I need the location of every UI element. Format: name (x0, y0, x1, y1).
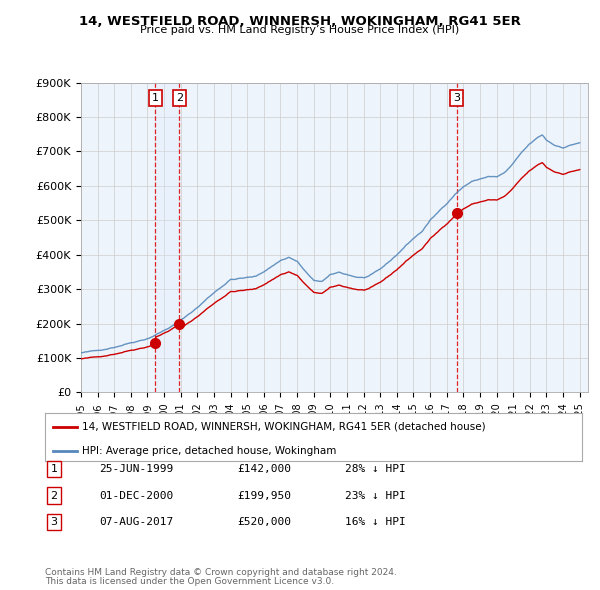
Text: £142,000: £142,000 (237, 464, 291, 474)
Text: 3: 3 (453, 93, 460, 103)
Text: £199,950: £199,950 (237, 491, 291, 500)
Text: 2: 2 (50, 491, 58, 500)
Text: 25-JUN-1999: 25-JUN-1999 (99, 464, 173, 474)
Text: This data is licensed under the Open Government Licence v3.0.: This data is licensed under the Open Gov… (45, 578, 334, 586)
Text: £520,000: £520,000 (237, 517, 291, 527)
Text: 16% ↓ HPI: 16% ↓ HPI (345, 517, 406, 527)
Text: 14, WESTFIELD ROAD, WINNERSH, WOKINGHAM, RG41 5ER (detached house): 14, WESTFIELD ROAD, WINNERSH, WOKINGHAM,… (82, 421, 485, 431)
Text: 2: 2 (176, 93, 183, 103)
Text: HPI: Average price, detached house, Wokingham: HPI: Average price, detached house, Woki… (82, 445, 336, 455)
Text: 1: 1 (152, 93, 159, 103)
Bar (155, 83, 179, 392)
Text: 1: 1 (50, 464, 58, 474)
Text: 07-AUG-2017: 07-AUG-2017 (99, 517, 173, 527)
Text: Contains HM Land Registry data © Crown copyright and database right 2024.: Contains HM Land Registry data © Crown c… (45, 568, 397, 577)
Text: Price paid vs. HM Land Registry’s House Price Index (HPI): Price paid vs. HM Land Registry’s House … (140, 25, 460, 35)
Text: 23% ↓ HPI: 23% ↓ HPI (345, 491, 406, 500)
Text: 14, WESTFIELD ROAD, WINNERSH, WOKINGHAM, RG41 5ER: 14, WESTFIELD ROAD, WINNERSH, WOKINGHAM,… (79, 15, 521, 28)
Text: 3: 3 (50, 517, 58, 527)
Text: 01-DEC-2000: 01-DEC-2000 (99, 491, 173, 500)
Text: 28% ↓ HPI: 28% ↓ HPI (345, 464, 406, 474)
